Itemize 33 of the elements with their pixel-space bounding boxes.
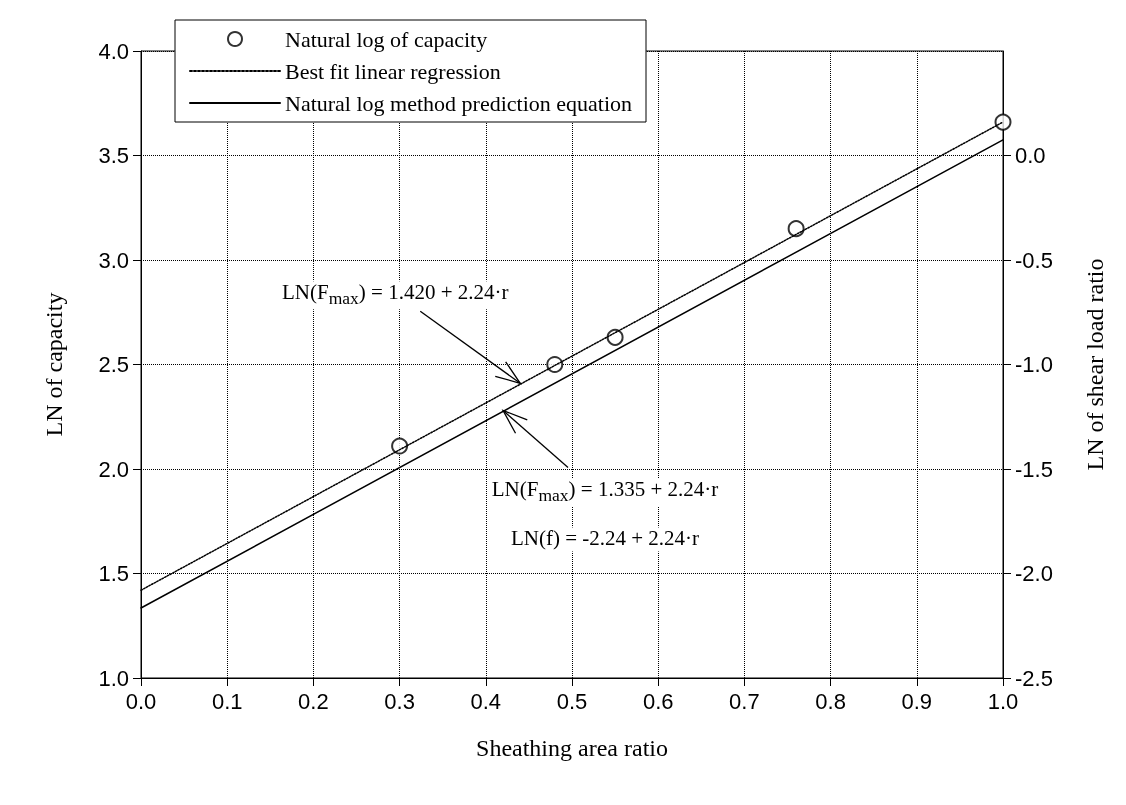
y2-axis-title: LN of shear load ratio	[1082, 258, 1108, 471]
x-tick-label: 0.9	[901, 688, 933, 714]
legend-label: Natural log of capacity	[285, 26, 488, 52]
x-tick-label: 0.0	[125, 688, 157, 714]
y-tick-label: 2.0	[98, 456, 129, 482]
y-tick-label: 3.5	[98, 143, 129, 168]
x-tick-label: 0.6	[642, 688, 674, 714]
y-tick-label: 4.0	[98, 38, 129, 64]
x-tick-label: 0.7	[729, 688, 760, 714]
y-tick-label: 1.0	[98, 665, 129, 691]
x-tick-label: 0.2	[298, 688, 329, 714]
legend-label: Best fit linear regression	[285, 58, 501, 84]
y2-tick-label: -2.5	[1015, 665, 1053, 691]
y2-tick-label: -1.0	[1015, 352, 1053, 377]
x-tick-label: 0.4	[470, 688, 502, 714]
y-tick-label: 2.5	[98, 352, 129, 377]
x-tick-label: 0.8	[815, 688, 846, 714]
annotation: LN(F$_{max}$) = 1.420 + 2.24·r	[282, 280, 509, 310]
annotation: LN(F$_{max}$) = 1.335 + 2.24·r	[491, 477, 719, 507]
x-tick-label: 0.3	[384, 688, 415, 714]
legend-label: Natural log method prediction equation	[285, 90, 633, 116]
y2-tick-label: -1.5	[1015, 456, 1053, 482]
annotation: LN(f) = -2.24 + 2.24·r	[510, 526, 700, 552]
x-tick-label: 0.5	[556, 688, 588, 714]
y-tick-label: 1.5	[98, 561, 129, 586]
y-tick-label: 3.0	[98, 247, 129, 273]
x-axis-title: Sheathing area ratio	[476, 735, 668, 761]
y-axis-title: LN of capacity	[41, 292, 67, 437]
x-tick-label: 0.1	[211, 688, 243, 714]
y2-tick-label: -0.5	[1015, 247, 1053, 273]
x-tick-label: 1.0	[987, 688, 1019, 714]
y2-tick-label: 0.0	[1015, 143, 1046, 168]
y2-tick-label: -2.0	[1015, 561, 1053, 586]
